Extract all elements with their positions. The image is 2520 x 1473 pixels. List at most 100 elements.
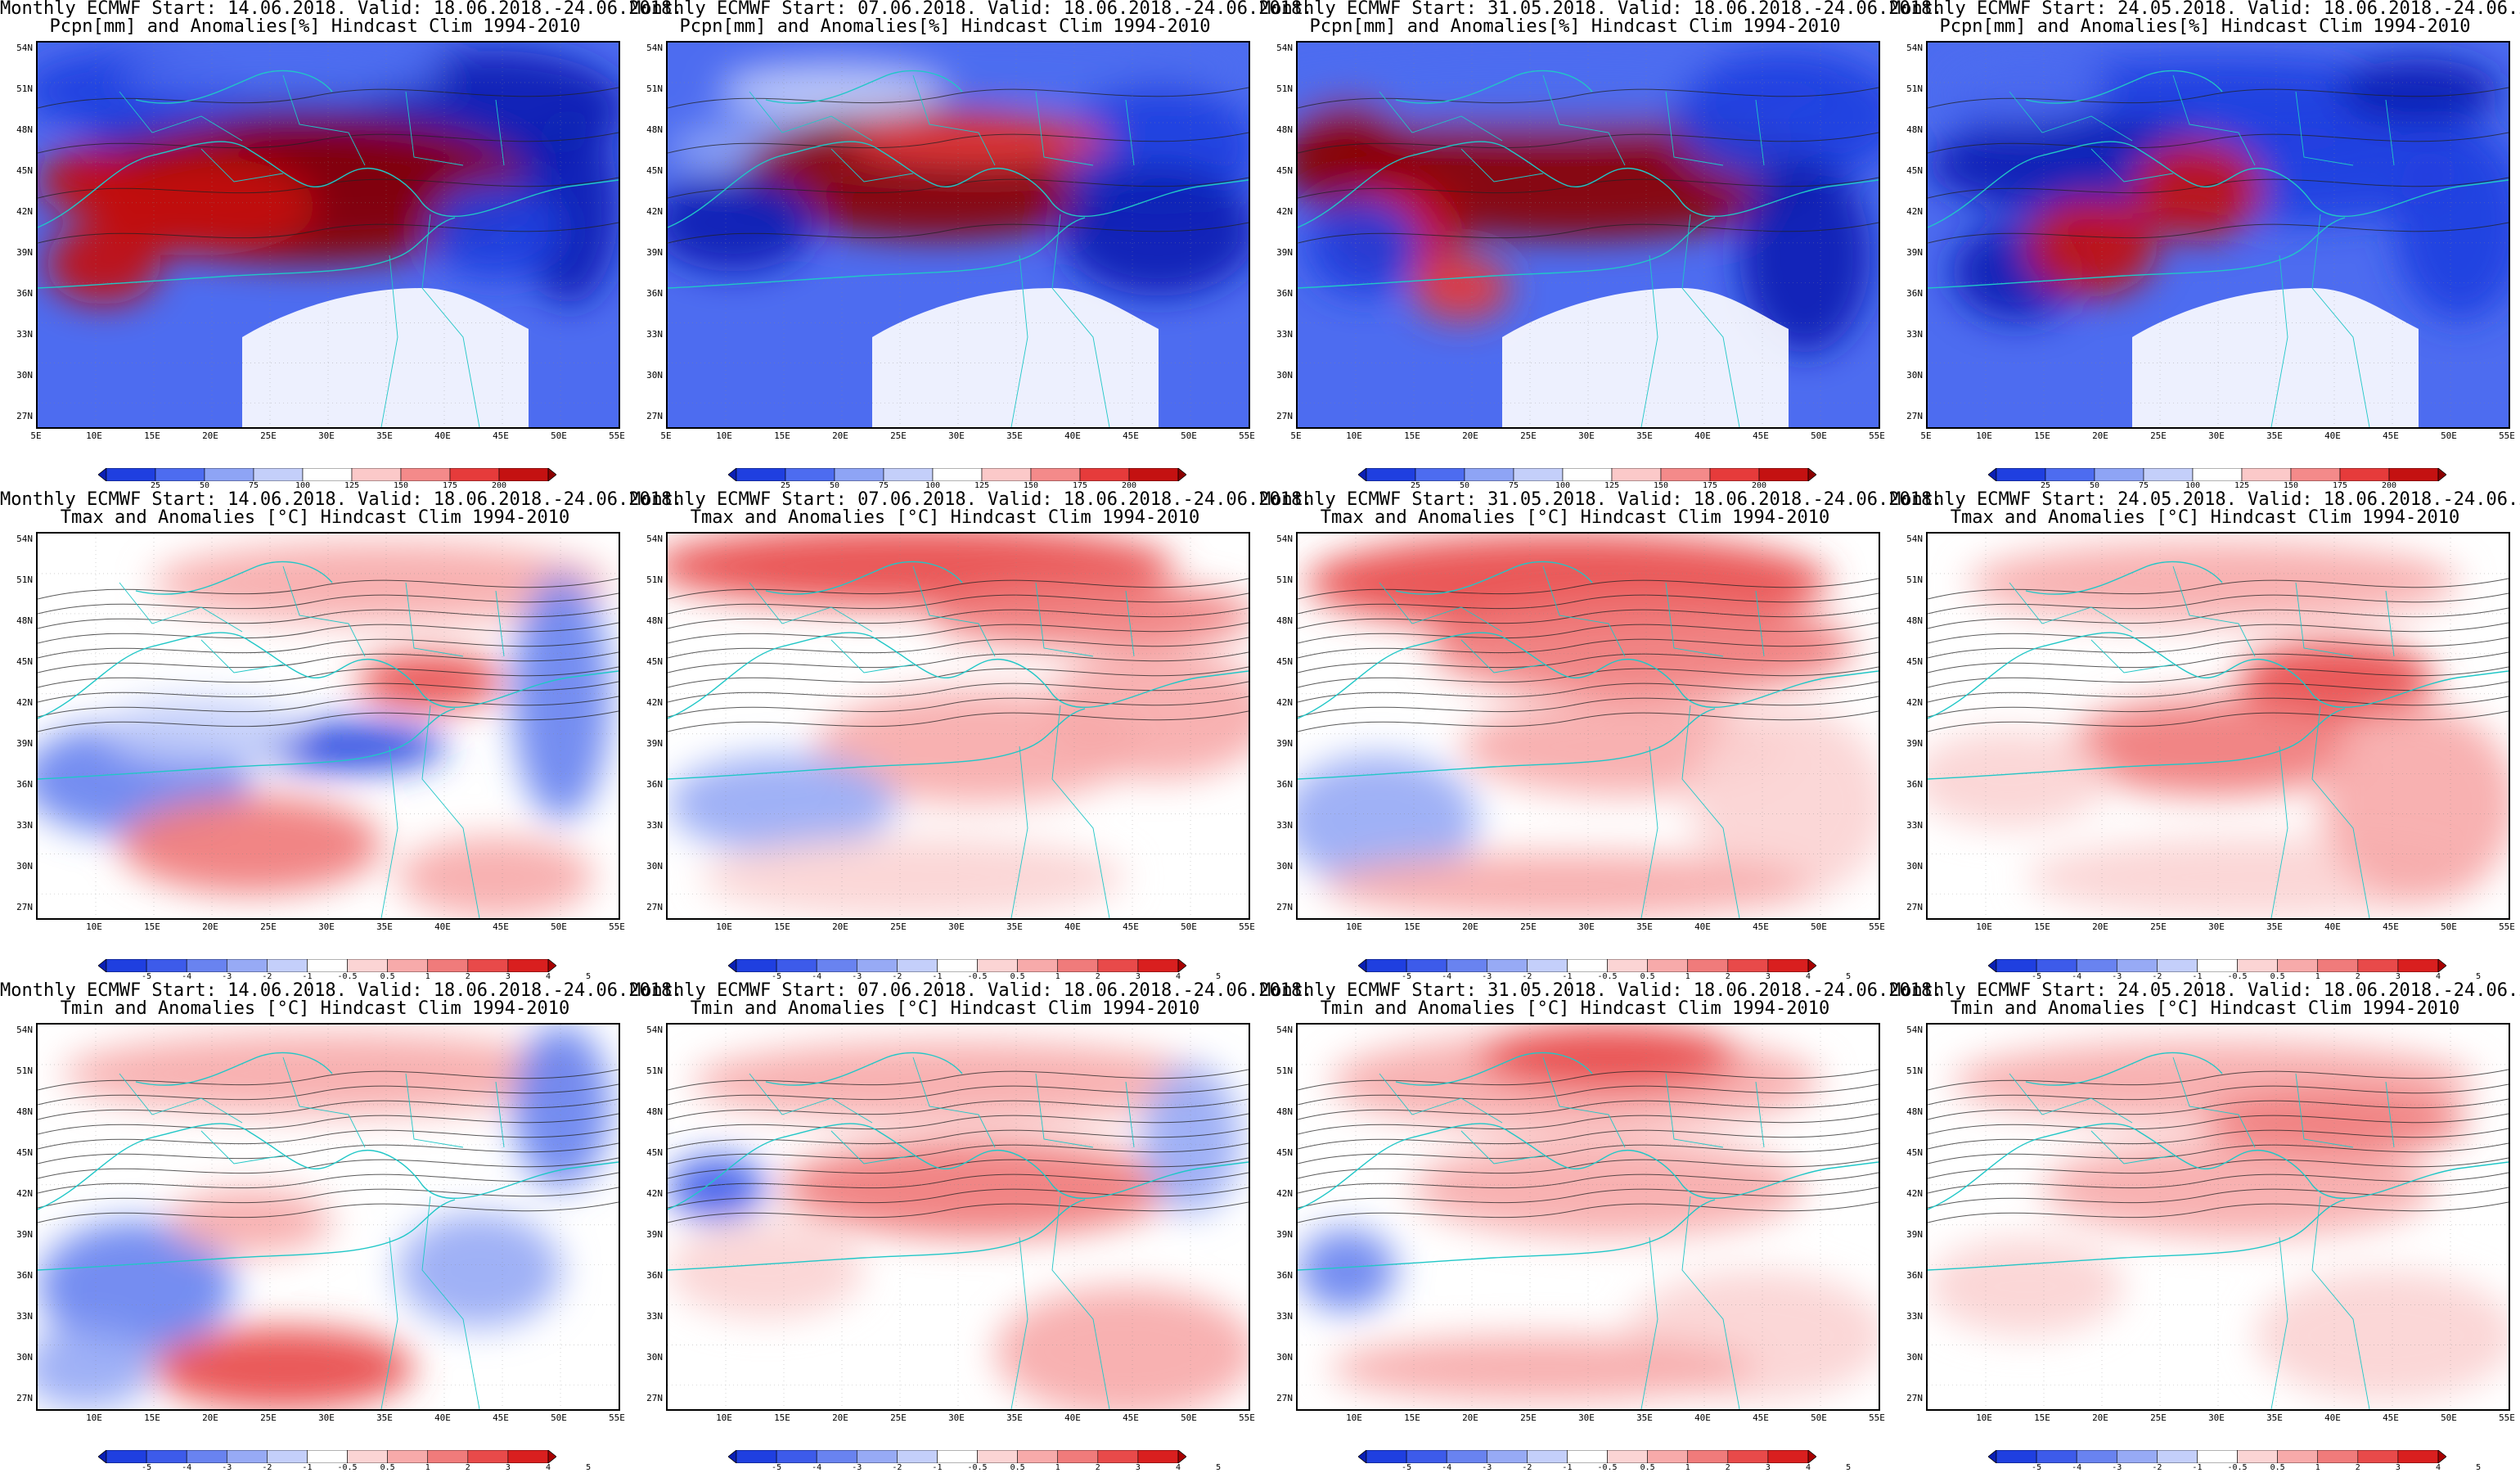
contour-line	[668, 592, 1249, 615]
colorbar-swatch	[2437, 1450, 2446, 1463]
contour-line	[668, 1083, 1249, 1106]
latitude-tick-label: 54N	[646, 43, 663, 53]
longitude-tick-label: 50E	[1181, 1412, 1197, 1423]
longitude-tick-label: 55E	[609, 1412, 625, 1423]
anomaly-field-area	[87, 157, 316, 255]
colorbar-swatch	[2277, 959, 2319, 972]
contour-line	[1298, 87, 1879, 109]
anomaly-field-area	[1306, 198, 1420, 296]
anomaly-field-area	[700, 836, 1126, 918]
longitude-tick-label: 5E	[1290, 430, 1302, 441]
longitude-tick-label: 40E	[434, 1412, 451, 1423]
contour-line	[668, 681, 1249, 703]
colorbar-tick-label: 4	[545, 1463, 551, 1472]
country-borders	[2009, 565, 2395, 918]
longitude-tick-label: 50E	[1811, 1412, 1827, 1423]
colorbar-swatch	[897, 959, 938, 972]
longitude-tick-label: 5E	[30, 430, 42, 441]
contour-line	[668, 177, 1249, 199]
colorbar-tick-label: 3	[2395, 1463, 2401, 1472]
contour-line	[1298, 666, 1879, 688]
longitude-tick-label: 55E	[2499, 921, 2515, 932]
longitude-tick-label: 45E	[493, 921, 509, 932]
panel-title: Monthly ECMWF Start: 14.06.2018. Valid: …	[0, 489, 683, 510]
colorbar-tick-label: 100	[925, 481, 941, 490]
colorbar-tick-label: -4	[182, 1463, 192, 1472]
panel-subtitle: Tmax and Anomalies [°C] Hindcast Clim 19…	[1950, 507, 2460, 528]
contour-line	[668, 622, 1249, 644]
latitude-tick-label: 51N	[16, 83, 33, 94]
colorbar-tick-label: -3	[222, 1463, 232, 1472]
coastline	[1298, 1123, 1879, 1210]
colorbar-swatch	[98, 959, 107, 972]
colorbar-swatch	[387, 959, 429, 972]
colorbar-swatch	[1727, 959, 1769, 972]
latitude-tick-label: 54N	[1906, 534, 1923, 544]
colorbar-tick-label: 25	[1410, 481, 1421, 490]
latitude-tick-label: 45N	[646, 165, 663, 176]
contour-line	[38, 710, 619, 732]
colorbar-swatch	[1358, 468, 1367, 481]
longitude-tick-label: 5E	[660, 430, 672, 441]
latitude-tick-label: 42N	[16, 1188, 33, 1199]
colorbar-tick-label: 150	[1653, 481, 1669, 490]
country-borders	[1379, 74, 1765, 427]
longitude-tick-label: 45E	[493, 430, 509, 441]
colorbar-swatch	[1660, 468, 1711, 481]
contour-line	[1928, 1128, 2509, 1150]
colorbar-tick-label: 4	[545, 972, 551, 981]
colorbar-swatch	[1057, 959, 1099, 972]
colorbar	[98, 468, 556, 481]
colorbar-swatch	[226, 959, 268, 972]
coastline	[135, 70, 333, 104]
contour-line	[38, 637, 619, 659]
longitude-tick-label: 50E	[1811, 921, 1827, 932]
latitude-tick-label: 54N	[1906, 43, 1923, 53]
latitude-tick-label: 48N	[16, 124, 33, 135]
map-plot	[668, 43, 1249, 427]
coastline	[2025, 1052, 2223, 1086]
latitude-tick-label: 48N	[16, 615, 33, 626]
colorbar-swatch	[400, 468, 451, 481]
colorbar-swatch	[2397, 1450, 2439, 1463]
colorbar-tick-label: 200	[2381, 481, 2397, 490]
longitude-tick-label: 30E	[318, 921, 335, 932]
colorbar-swatch	[498, 468, 549, 481]
colorbar-tick-label: 0.5	[2270, 1463, 2285, 1472]
anomaly-field-area	[152, 1327, 414, 1409]
colorbar-tick-label: 4	[1805, 1463, 1811, 1472]
longitude-tick-label: 20E	[1462, 1412, 1478, 1423]
colorbar-swatch	[1366, 468, 1416, 481]
coastline	[668, 141, 1249, 228]
coastline	[38, 1199, 456, 1271]
colorbar-tick-label: 75	[2138, 481, 2149, 490]
colorbar-tick-label: -3	[2112, 1463, 2122, 1472]
latitude-tick-label: 39N	[1276, 1229, 1293, 1240]
contour-line	[1928, 1157, 2509, 1179]
longitude-tick-label: 45E	[1123, 430, 1139, 441]
contour-line	[1928, 637, 2509, 659]
colorbar-tick-label: -1	[2192, 1463, 2203, 1472]
anomaly-field-area	[1944, 59, 2108, 124]
colorbar-tick-label: -2	[1522, 1463, 1532, 1472]
colorbar-swatch	[937, 959, 978, 972]
coastline	[1298, 217, 1716, 289]
contour-line	[38, 681, 619, 703]
latitude-tick-label: 30N	[1906, 370, 1923, 381]
longitude-tick-label: 30E	[948, 430, 965, 441]
longitude-tick-label: 15E	[2034, 921, 2050, 932]
colorbar	[1988, 1450, 2446, 1463]
latitude-tick-label: 30N	[16, 1352, 33, 1363]
colorbar-tick-label: 0.5	[2270, 972, 2285, 981]
coastline	[668, 217, 1086, 289]
colorbar-tick-label: 150	[393, 481, 409, 490]
contour-line	[1298, 592, 1879, 615]
country-borders	[749, 565, 1135, 918]
map-panel: Monthly ECMWF Start: 14.06.2018. Valid: …	[0, 489, 683, 982]
longitude-tick-label: 10E	[716, 921, 732, 932]
colorbar-swatch	[1017, 959, 1059, 972]
anomaly-field-area	[2206, 1090, 2468, 1155]
latitude-tick-label: 54N	[646, 534, 663, 544]
country-borders	[1379, 565, 1765, 918]
map-panel: Monthly ECMWF Start: 31.05.2018. Valid: …	[1260, 982, 1942, 1473]
